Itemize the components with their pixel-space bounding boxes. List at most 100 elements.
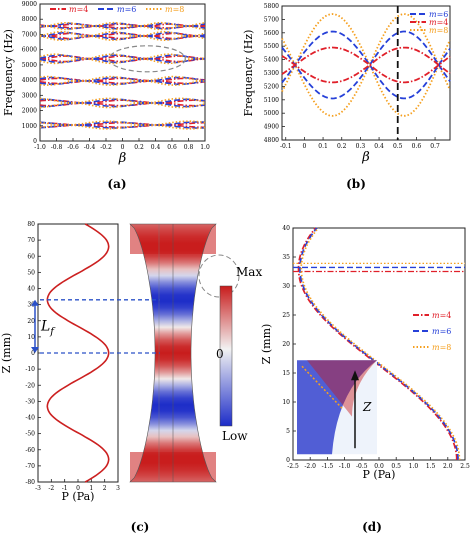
y-tick-label: 80 [27,221,35,228]
inset-low-region [297,360,377,455]
y-tick-label: 6000 [22,47,37,54]
y-tick-label: 5600 [264,30,279,37]
y-tick-label: 5 [286,428,290,435]
legend-label: m=8 [165,5,184,14]
panel-d-ticks: -2.5 -2.0 -1.5 -1.0 -0.5 0.0 0.5 1.0 1.5 2.0 2.5 0 5… [282,225,470,470]
y-tick-label: 10 [282,399,290,406]
inset-z-arrowhead [351,370,359,381]
legend-var: m [117,5,125,14]
panel-c-highlight-ellipse [198,254,240,298]
x-tick-label: -2.0 [304,463,316,470]
series-m6-upper [281,30,451,100]
panel-b-y-label: Frequency (Hz) [242,30,255,117]
legend-value: =4 [77,5,89,14]
panel-d: -2.5 -2.0 -1.5 -1.0 -0.5 0.0 0.5 1.0 1.5 2.0 2.5 0 5… [260,225,470,534]
legend-var: m [432,343,440,352]
y-tick-label: 40 [27,286,35,293]
y-tick-label: -60 [25,447,35,454]
x-tick-label: 0.4 [151,144,161,151]
y-tick-label: 15 [282,370,290,377]
dimension-arrowhead-top [31,299,39,306]
legend-value: =8 [173,5,185,14]
y-tick-label: 2000 [22,108,37,115]
panel-d-series [293,227,465,461]
y-tick-label: 40 [282,225,290,232]
legend-label: m=6 [432,327,451,336]
legend-label: m=6 [429,10,448,19]
legend-label: m=4 [429,18,448,27]
x-tick-label: 0.7 [430,143,440,150]
series-m4-lower [281,46,451,84]
legend-label: m=4 [69,5,88,14]
x-tick-label: 0.0 [374,463,384,470]
x-tick-label: 0 [121,144,125,151]
panel-c-dimension-label: Lf [40,318,56,337]
y-tick-label: 20 [282,341,290,348]
series-m6-lower [39,102,206,108]
x-tick-label: -1.5 [322,463,334,470]
y-tick-label: 5500 [264,43,279,50]
legend-var: m [165,5,173,14]
y-tick-label: 8000 [22,16,37,23]
y-tick-label: 5000 [264,110,279,117]
panel-b-caption: (b) [346,177,366,191]
panel-c: -3 -2 -1 0 1 2 3-80-70-60-50-40-30-20-10010203… [0,221,262,534]
y-tick-label: 4000 [22,77,37,84]
series-m4-upper [39,55,206,60]
legend-var: m [429,26,437,35]
legend-label: m=8 [429,26,448,35]
y-tick-label: 5300 [264,70,279,77]
panel-a-x-label: β [118,151,127,166]
x-tick-label: 0.6 [167,144,177,151]
panel-c-x-label: P (Pa) [62,490,95,503]
y-tick-label: -50 [25,431,35,438]
panel-d-x-label: P (Pa) [363,468,396,481]
y-tick-label: 4800 [264,137,279,144]
y-tick-label: 60 [27,253,35,260]
x-tick-label: -0.8 [51,144,63,151]
x-tick-label: 0.1 [318,143,328,150]
x-tick-label: -2 [48,485,54,492]
legend-label: m=8 [432,343,451,352]
panel-a-ticks: -1.0 -0.8 -0.6 -0.4 -0.2 0 0.2 0.4 0.6 0.8 1.0 0 100… [22,1,210,151]
x-tick-label: 0 [302,143,306,150]
panel-a-highlight-ellipse [108,45,186,73]
x-tick-label: -0.4 [84,144,96,151]
series-m6-upper [39,54,206,60]
series-m4-upper [281,46,451,84]
y-tick-label: 5000 [22,62,37,69]
colorbar-min-label: Low [222,429,248,443]
x-tick-label: -0.2 [100,144,112,151]
x-tick-label: 1.5 [426,463,436,470]
legend-value: =4 [437,18,449,27]
x-tick-label: -1.0 [339,463,351,470]
y-tick-label: 4900 [264,124,279,131]
x-tick-label: -2.5 [287,463,299,470]
legend-value: =6 [437,10,449,19]
panel-b-series [281,13,451,117]
x-tick-label: 0 [76,485,80,492]
y-tick-label: -20 [25,382,35,389]
x-tick-label: 0.5 [391,463,401,470]
y-tick-label: 3000 [22,92,37,99]
y-tick-label: 5800 [264,3,279,10]
panel-a: -1.0 -0.8 -0.6 -0.4 -0.2 0 0.2 0.4 0.6 0.8 1.0 0 100… [2,1,210,191]
x-tick-label: 0.2 [134,144,144,151]
colorbar-mid-label: 0 [216,347,224,361]
panel-a-legend: m=4 m=6 m=8 [50,5,184,14]
panel-c-pressure-profile [46,223,110,483]
y-tick-label: 5400 [264,57,279,64]
y-tick-label: 30 [27,302,35,309]
legend-label: m=6 [117,5,136,14]
panel-c-caption: (c) [131,520,150,534]
panel-a-series [39,21,206,130]
x-tick-label: -1 [62,485,68,492]
panel-a-caption: (a) [107,177,126,191]
legend-var: m [429,10,437,19]
inset-z-label: Z [362,400,372,414]
inset-high-region [307,360,377,417]
panel-c-ticks: -3 -2 -1 0 1 2 3-80-70-60-50-40-30-20-10010203… [25,221,120,492]
legend-var: m [432,311,440,320]
y-tick-label: -30 [25,398,35,405]
legend-var: m [432,327,440,336]
